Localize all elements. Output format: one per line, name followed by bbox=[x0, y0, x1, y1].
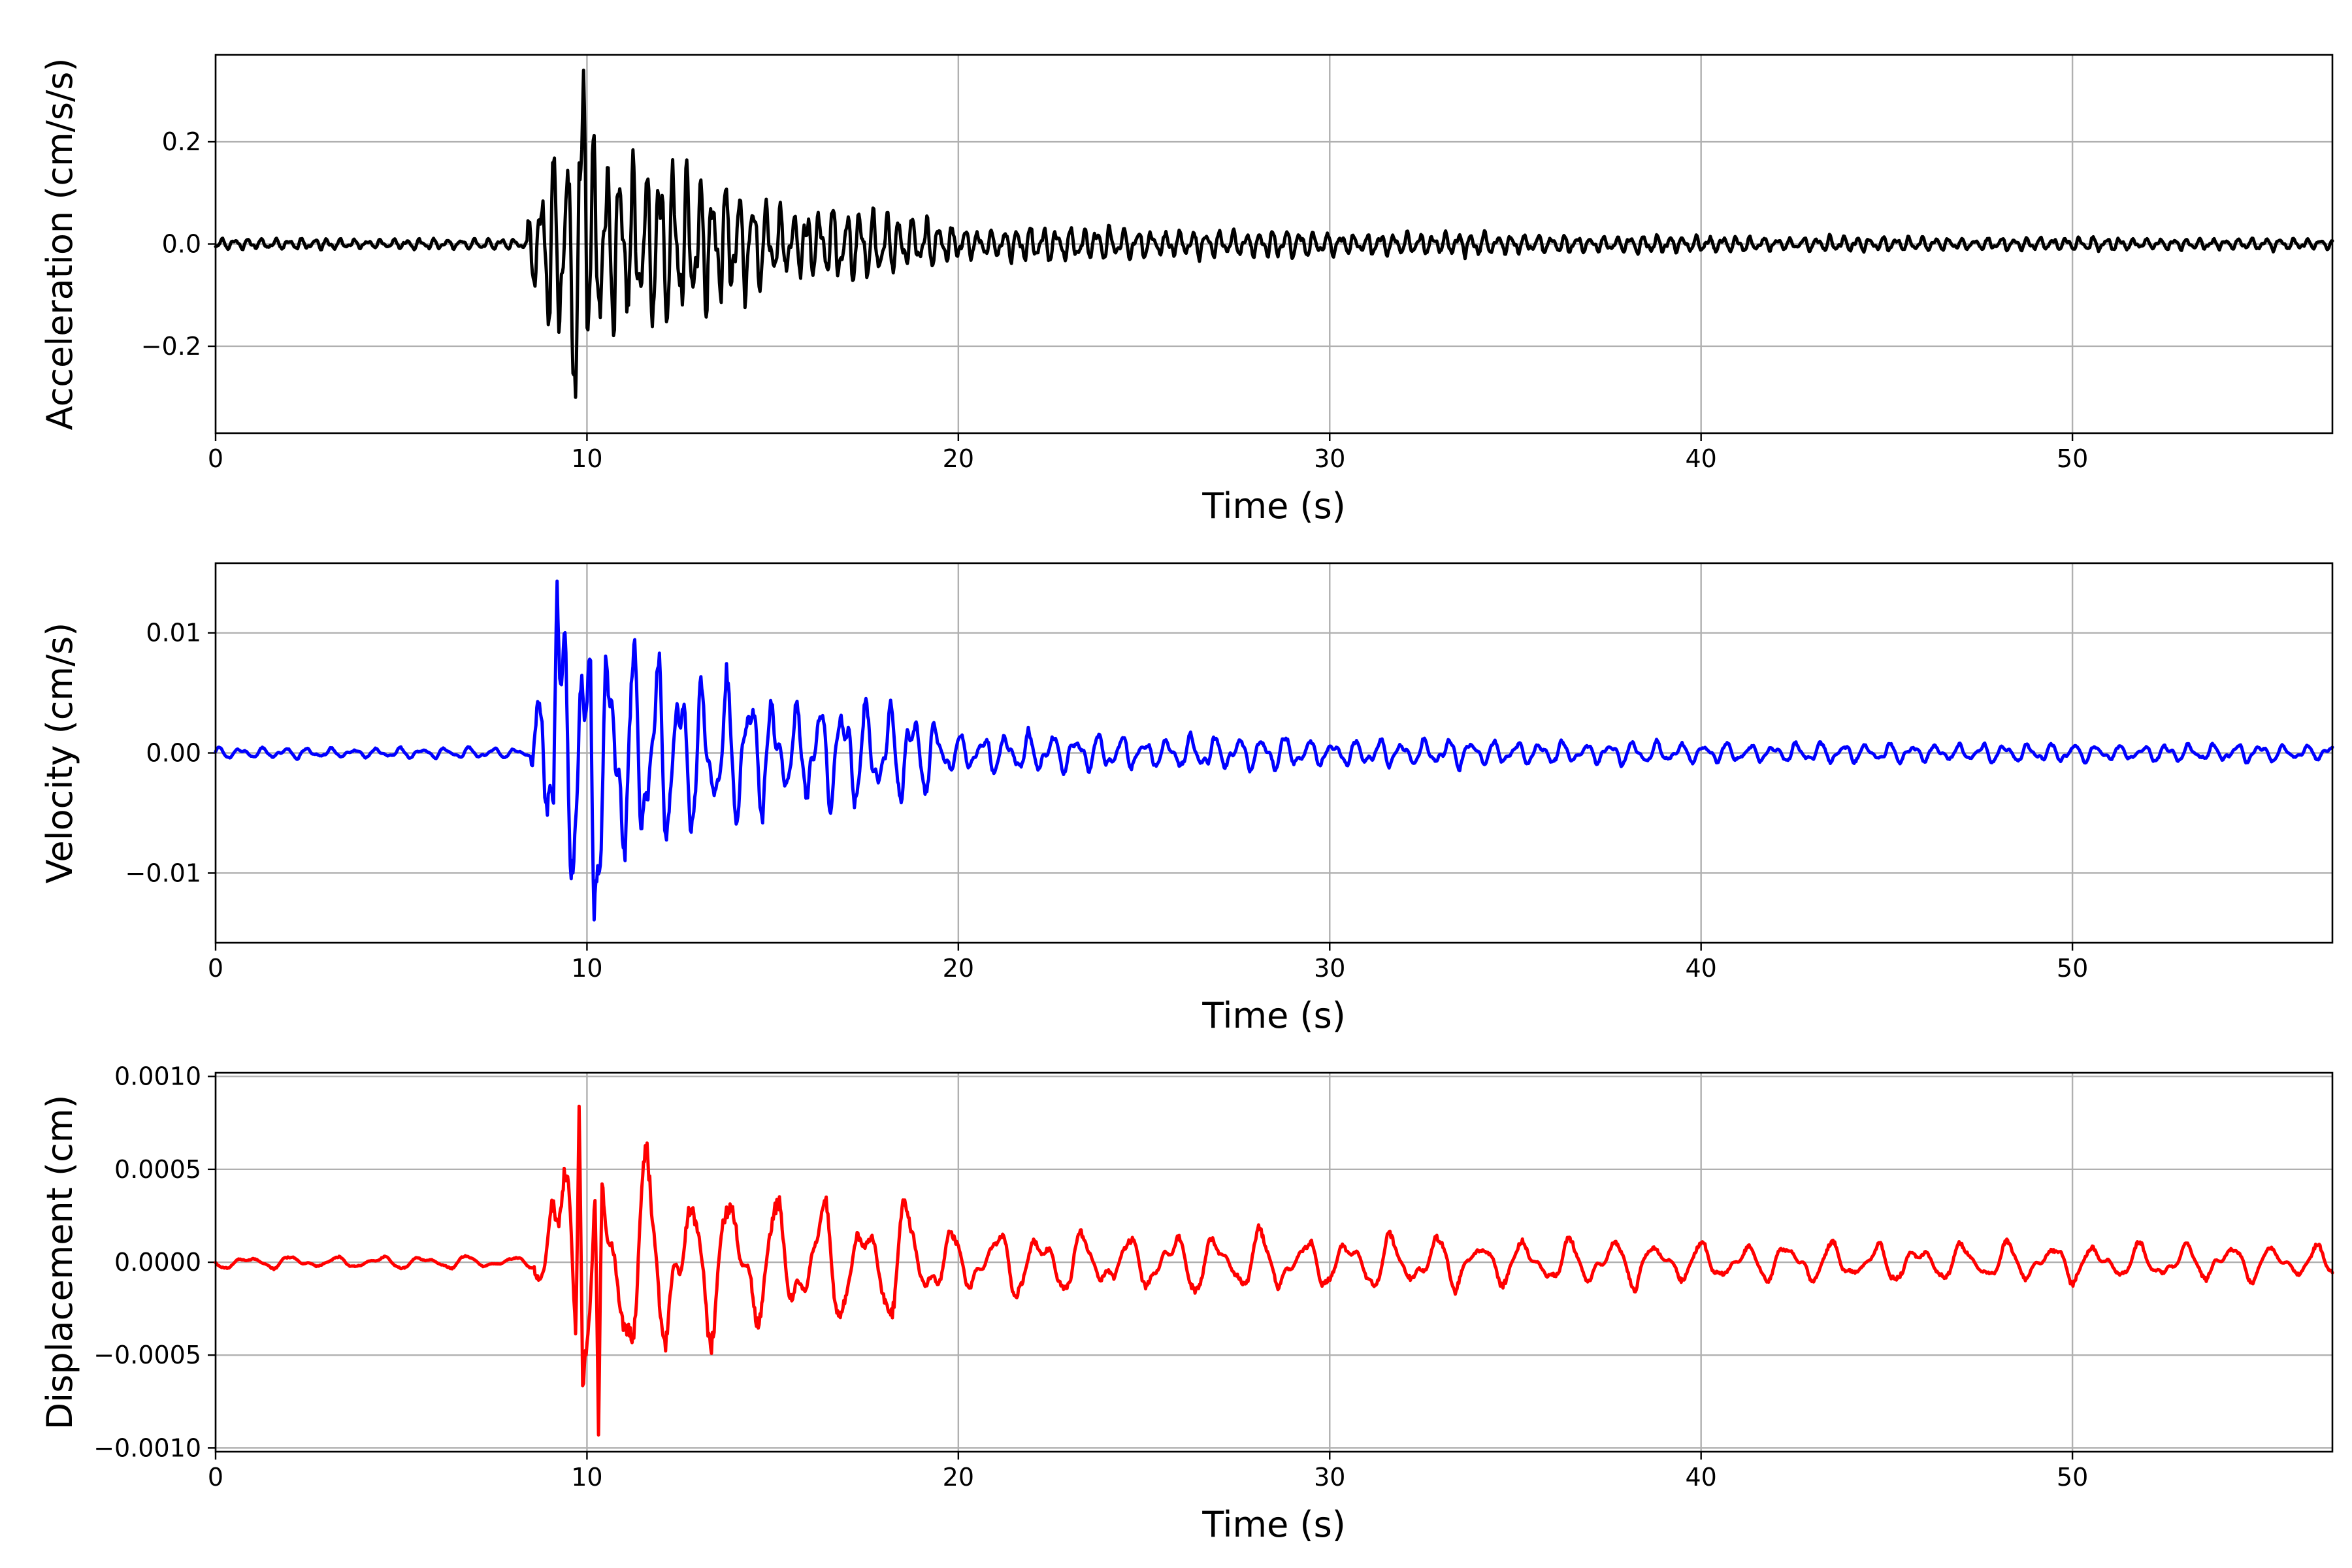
acceleration-y-tick-label: 0.2 bbox=[162, 127, 201, 156]
acceleration-x-tick-label: 10 bbox=[571, 444, 602, 473]
acceleration-ticks: 0 10 20 30 40 50 −0.2 0.0 0.2 bbox=[141, 127, 2089, 473]
acceleration-panel: 0 10 20 30 40 50 −0.2 0.0 0.2 Time (s) Accelerat… bbox=[39, 54, 2334, 527]
velocity-panel: 0 10 20 30 40 50 −0.01 0.00 0.01 Time (s) Veloci… bbox=[39, 562, 2334, 1036]
velocity-x-tick-label: 40 bbox=[1686, 954, 1717, 983]
velocity-y-tick-label: 0.01 bbox=[146, 619, 201, 647]
acceleration-y-axis-label: Acceleration (cm/s/s) bbox=[39, 58, 80, 431]
acceleration-y-tick-label: −0.2 bbox=[141, 332, 201, 361]
displacement-y-tick-label: 0.0000 bbox=[114, 1248, 201, 1277]
acceleration-trace bbox=[214, 69, 2334, 399]
displacement-ticks: 0 10 20 30 40 50 −0.0010 −0.0005 0.0000 0.0005 0.0… bbox=[93, 1062, 2088, 1492]
acceleration-x-tick-label: 30 bbox=[1314, 444, 1345, 473]
displacement-panel: 0 10 20 30 40 50 −0.0010 −0.0005 0.0000 0.0005 0.0… bbox=[39, 1062, 2334, 1545]
velocity-x-tick-label: 30 bbox=[1314, 954, 1345, 983]
acceleration-plot-frame bbox=[214, 54, 2334, 434]
displacement-trace bbox=[214, 1104, 2334, 1437]
acceleration-x-tick-label: 40 bbox=[1686, 444, 1717, 473]
velocity-trace bbox=[214, 580, 2334, 922]
velocity-ticks: 0 10 20 30 40 50 −0.01 0.00 0.01 bbox=[125, 619, 2089, 983]
acceleration-x-tick-label: 0 bbox=[208, 444, 223, 473]
velocity-x-tick-label: 20 bbox=[943, 954, 974, 983]
velocity-x-tick-label: 50 bbox=[2057, 954, 2088, 983]
displacement-grid bbox=[214, 1073, 2332, 1452]
acceleration-y-tick-label: 0.0 bbox=[162, 230, 201, 259]
displacement-y-axis-label: Displacement (cm) bbox=[39, 1095, 80, 1430]
velocity-x-axis-label: Time (s) bbox=[1201, 995, 1346, 1036]
displacement-y-tick-label: −0.0010 bbox=[93, 1433, 201, 1462]
displacement-y-tick-label: 0.0005 bbox=[114, 1155, 201, 1184]
displacement-x-tick-label: 20 bbox=[943, 1463, 974, 1492]
displacement-y-tick-label: 0.0010 bbox=[114, 1062, 201, 1091]
displacement-x-tick-label: 0 bbox=[208, 1463, 223, 1492]
displacement-x-tick-label: 30 bbox=[1314, 1463, 1345, 1492]
velocity-y-tick-label: 0.00 bbox=[146, 739, 201, 768]
displacement-x-tick-label: 50 bbox=[2057, 1463, 2088, 1492]
acceleration-x-tick-label: 20 bbox=[943, 444, 974, 473]
displacement-plot-frame bbox=[214, 1071, 2334, 1453]
acceleration-trace-container bbox=[214, 69, 2334, 399]
acceleration-x-axis-label: Time (s) bbox=[1201, 485, 1346, 527]
velocity-y-axis-label: Velocity (cm/s) bbox=[39, 623, 80, 884]
velocity-y-tick-label: −0.01 bbox=[125, 858, 201, 887]
displacement-y-tick-label: −0.0005 bbox=[93, 1341, 201, 1369]
displacement-x-tick-label: 10 bbox=[571, 1463, 602, 1492]
displacement-trace-container bbox=[214, 1104, 2334, 1437]
velocity-x-tick-label: 0 bbox=[208, 954, 223, 983]
velocity-trace-container bbox=[214, 580, 2334, 922]
acceleration-x-tick-label: 50 bbox=[2057, 444, 2088, 473]
displacement-x-axis-label: Time (s) bbox=[1201, 1504, 1346, 1545]
velocity-x-tick-label: 10 bbox=[571, 954, 602, 983]
displacement-x-tick-label: 40 bbox=[1686, 1463, 1717, 1492]
velocity-plot-frame bbox=[214, 562, 2334, 944]
